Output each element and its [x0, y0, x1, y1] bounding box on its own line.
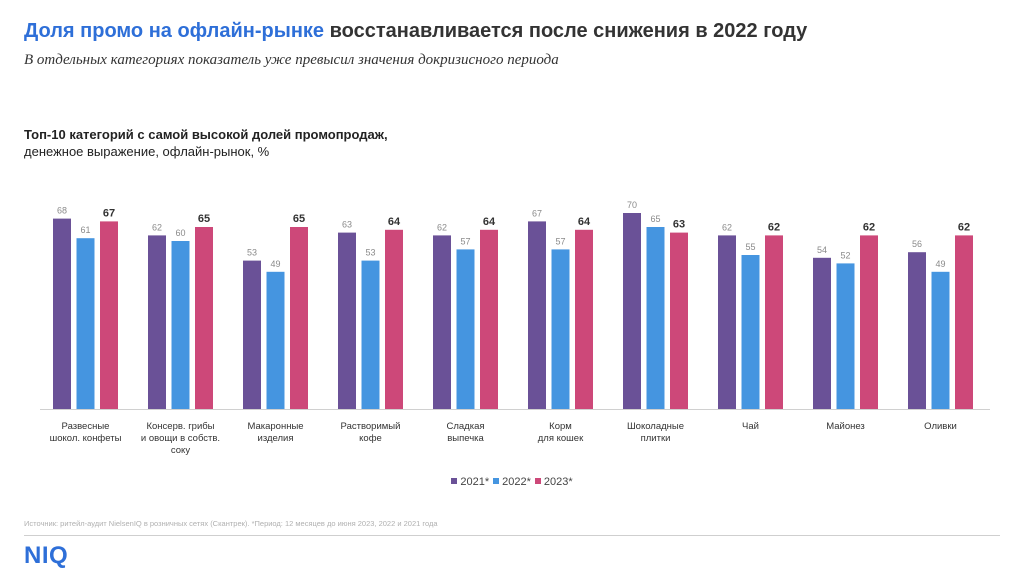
- page-title-accent: Доля промо на офлайн-рынке: [24, 20, 325, 42]
- category-label: изделия: [258, 433, 294, 444]
- bar-2023: [385, 229, 403, 409]
- bar-2023: [955, 235, 973, 409]
- bar-2021: [718, 235, 736, 409]
- category-label: кофе: [359, 433, 382, 444]
- category-label: Оливки: [924, 421, 957, 432]
- legend-label: 2021*: [460, 476, 490, 488]
- bar-2022: [361, 260, 380, 409]
- category-label: плитки: [641, 433, 671, 444]
- bar-2022: [76, 238, 95, 409]
- bar-2023: [575, 229, 593, 409]
- data-label: 62: [437, 222, 447, 232]
- data-label: 62: [722, 222, 732, 232]
- data-label: 62: [152, 222, 162, 232]
- category-label: Развесные: [62, 421, 110, 432]
- legend-label: 2022*: [502, 476, 531, 488]
- data-label: 64: [388, 216, 401, 228]
- bar-2022: [741, 255, 760, 409]
- bar-2022: [171, 241, 190, 409]
- category-label: и овощи в собств.: [141, 433, 220, 444]
- bar-2021: [433, 235, 451, 409]
- bar-2021: [813, 257, 831, 409]
- data-label: 65: [650, 214, 660, 224]
- legend-swatch: [493, 478, 500, 484]
- category-label: Шоколадные: [627, 421, 684, 432]
- data-label: 63: [673, 219, 685, 231]
- data-label: 54: [817, 245, 827, 255]
- data-label: 55: [745, 242, 755, 252]
- data-label: 67: [532, 208, 542, 218]
- category-label: Макаронные: [247, 421, 303, 432]
- niq-logo: NIQ: [24, 542, 69, 569]
- chart-heading-line2: денежное выражение, офлайн-рынок, %: [24, 144, 270, 159]
- bar-2021: [623, 213, 641, 409]
- bar-2022: [931, 271, 950, 409]
- category-label: Сладкая: [446, 421, 484, 432]
- data-label: 60: [175, 228, 185, 238]
- bar-2021: [338, 232, 356, 409]
- data-label: 64: [483, 216, 496, 228]
- data-label: 53: [247, 248, 257, 258]
- bar-2021: [148, 235, 166, 409]
- legend-swatch: [534, 478, 541, 484]
- data-label: 53: [365, 248, 375, 258]
- category-label: соку: [171, 445, 190, 456]
- bar-2022: [266, 271, 285, 409]
- bar-2022: [836, 263, 855, 409]
- legend-label: 2023*: [543, 476, 573, 488]
- legend-item: 2021*: [451, 476, 489, 488]
- data-label: 52: [840, 250, 850, 260]
- category-label: Корм: [549, 421, 572, 432]
- data-label: 62: [863, 221, 875, 233]
- bar-2023: [765, 235, 783, 409]
- bar-2021: [908, 252, 926, 409]
- footer-divider: [24, 535, 1000, 536]
- bar-2023: [480, 229, 498, 409]
- category-label: для кошек: [538, 433, 584, 444]
- data-label: 68: [57, 206, 67, 216]
- chart-heading: Топ-10 категорий с самой высокой долей п…: [24, 126, 388, 160]
- data-label: 57: [460, 236, 470, 246]
- category-label: выпечка: [447, 433, 484, 444]
- page-subtitle: В отдельных категориях показатель уже пр…: [24, 52, 559, 68]
- category-label: Чай: [742, 421, 759, 432]
- data-label: 57: [555, 236, 565, 246]
- legend-item: 2023*: [534, 476, 573, 488]
- data-label: 65: [198, 213, 210, 225]
- category-label: Консерв. грибы: [146, 421, 214, 432]
- legend-swatch: [451, 478, 458, 484]
- bar-2023: [290, 227, 308, 409]
- bar-2021: [53, 218, 71, 409]
- chart-legend: 2021* 2022* 2023*: [0, 476, 1024, 488]
- bar-2022: [456, 249, 475, 409]
- bar-2021: [528, 221, 546, 409]
- bar-2021: [243, 260, 261, 409]
- page-title: Доля промо на офлайн-рынке восстанавлива…: [24, 20, 807, 43]
- data-label: 49: [270, 259, 280, 269]
- source-footnote: Источник: ритейл-аудит NielsenIQ в розни…: [24, 519, 438, 528]
- chart-heading-line1: Топ-10 категорий с самой высокой долей п…: [24, 127, 388, 142]
- data-label: 70: [627, 200, 637, 210]
- bar-2023: [195, 227, 213, 409]
- data-label: 64: [578, 216, 591, 228]
- data-label: 49: [935, 259, 945, 269]
- legend-item: 2022*: [493, 476, 531, 488]
- bar-2023: [100, 221, 118, 409]
- category-label: шокол. конфеты: [50, 433, 122, 444]
- data-label: 63: [342, 220, 352, 230]
- category-label: Майонез: [826, 421, 865, 432]
- data-label: 61: [80, 225, 90, 235]
- page-title-rest: восстанавливается после снижения в 2022 …: [324, 20, 808, 42]
- bar-2023: [860, 235, 878, 409]
- data-label: 62: [768, 221, 780, 233]
- data-label: 56: [912, 239, 922, 249]
- bar-2023: [670, 232, 688, 409]
- data-label: 62: [958, 221, 970, 233]
- bar-2022: [551, 249, 570, 409]
- data-label: 65: [293, 213, 305, 225]
- data-label: 67: [103, 207, 115, 219]
- category-label: Растворимый: [341, 421, 401, 432]
- bar-2022: [646, 227, 665, 409]
